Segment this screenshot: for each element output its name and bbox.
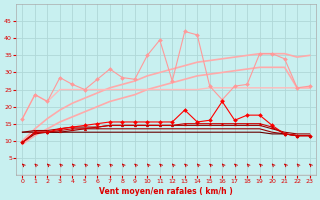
X-axis label: Vent moyen/en rafales ( km/h ): Vent moyen/en rafales ( km/h ) <box>99 187 233 196</box>
